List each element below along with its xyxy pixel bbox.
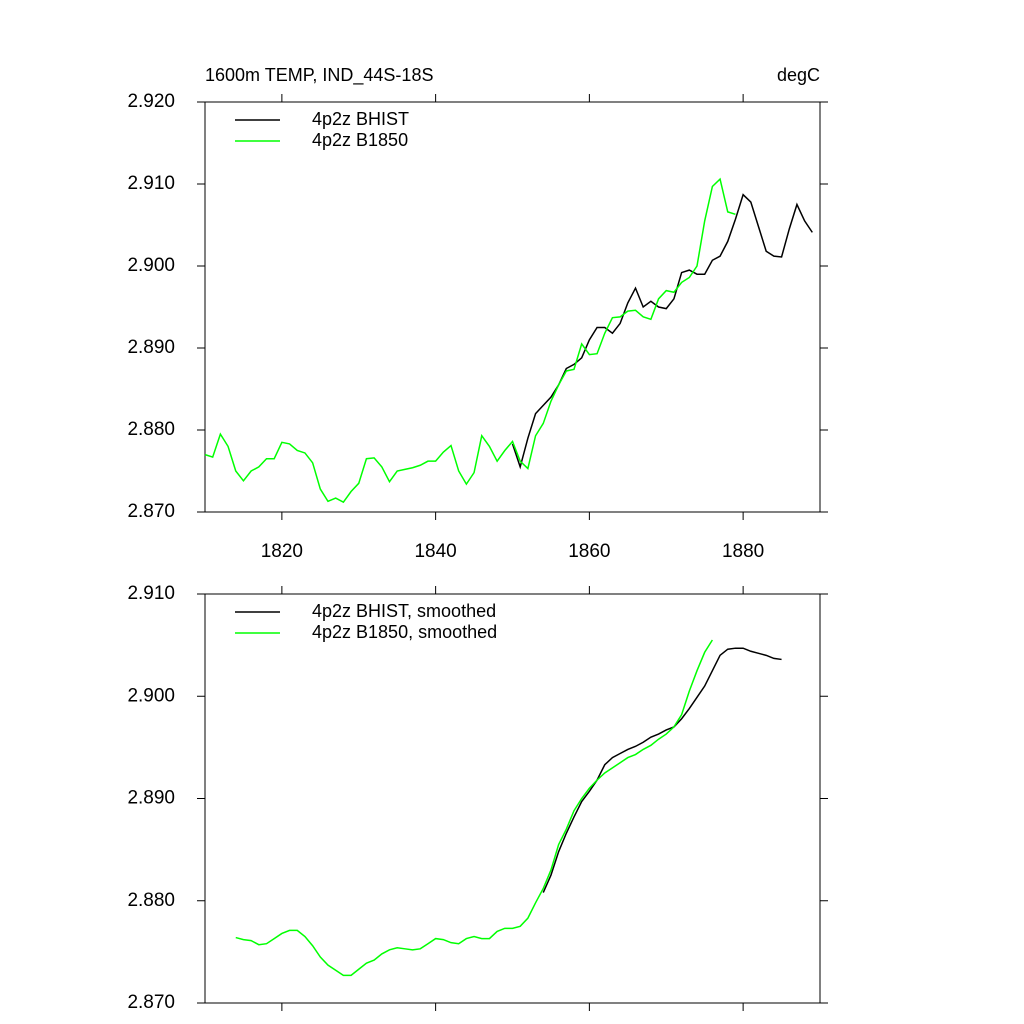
y-tick-label: 2.870 <box>127 992 175 1013</box>
y-tick-label: 2.880 <box>127 890 175 911</box>
plot-frame <box>204 593 821 1004</box>
x-tick-label: 1880 <box>722 541 764 562</box>
series-line <box>235 639 714 977</box>
x-tick-label: 1840 <box>414 541 456 562</box>
y-tick-label: 2.910 <box>127 583 175 604</box>
y-tick-label: 2.920 <box>127 91 175 112</box>
x-tick-label: 1860 <box>568 541 610 562</box>
y-tick-label: 2.890 <box>127 337 175 358</box>
legend-label: 4p2z B1850 <box>312 130 408 150</box>
y-tick-label: 2.890 <box>127 788 175 809</box>
units-label: degC <box>777 65 820 85</box>
y-tick-label: 2.880 <box>127 419 175 440</box>
series-line <box>542 647 782 893</box>
y-tick-label: 2.900 <box>127 685 175 706</box>
x-tick-label: 1820 <box>261 541 303 562</box>
legend-label: 4p2z B1850, smoothed <box>312 622 497 642</box>
y-tick-label: 2.900 <box>127 255 175 276</box>
series-line <box>511 193 813 470</box>
chart-title: 1600m TEMP, IND_44S-18S <box>205 65 433 86</box>
plot-frame <box>204 101 821 513</box>
y-tick-label: 2.870 <box>127 501 175 522</box>
series-line <box>204 177 736 504</box>
legend-label: 4p2z BHIST <box>312 109 409 129</box>
y-tick-label: 2.910 <box>127 173 175 194</box>
legend-label: 4p2z BHIST, smoothed <box>312 601 496 621</box>
